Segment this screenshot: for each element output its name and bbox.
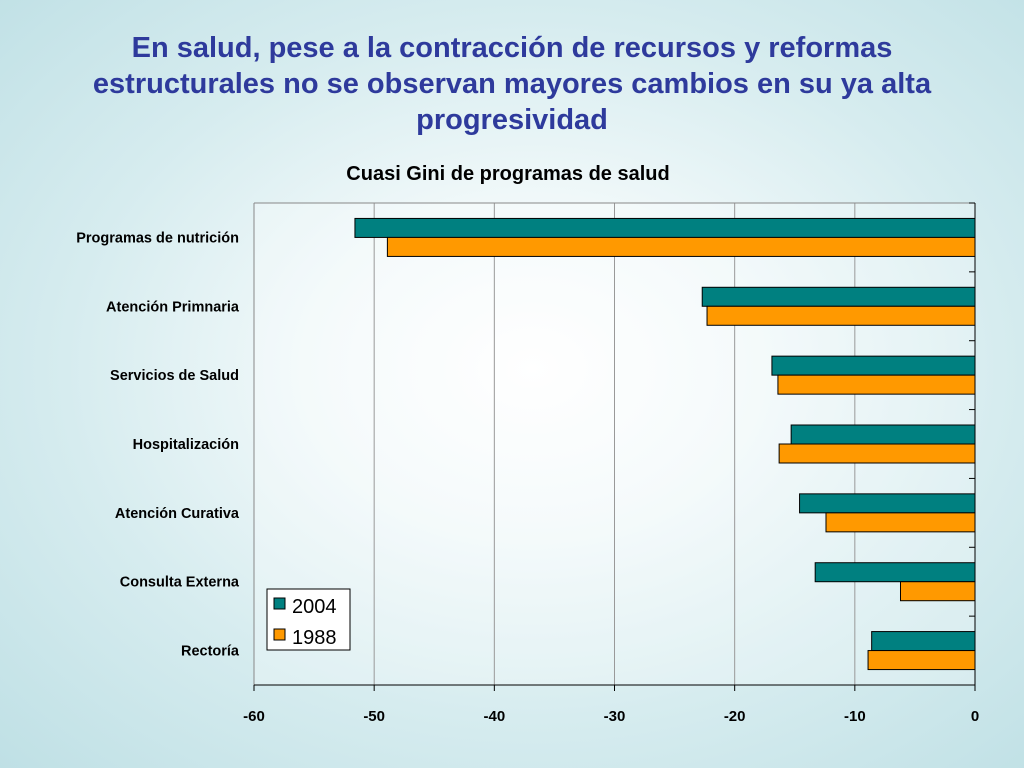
x-tick-label-10: -10 xyxy=(844,708,866,725)
bar-programas-de-nutricion-1988 xyxy=(386,236,976,257)
category-label-servicios-de-salud: Servicios de Salud xyxy=(110,368,239,384)
bar-atencion-primnaria-1988 xyxy=(706,305,976,326)
category-label-consulta-externa: Consulta Externa xyxy=(120,575,240,591)
x-tick-labels: -60 -50 -40 -30 -20 -10 0 xyxy=(243,708,979,725)
legend: 2004 1988 xyxy=(266,588,351,651)
category-label-hospitalizacion: Hospitalización xyxy=(133,437,239,453)
legend-swatch-2004 xyxy=(273,597,286,610)
category-label-atencion-primnaria: Atención Primnaria xyxy=(106,299,240,315)
category-label-programas-de-nutricion: Programas de nutrición xyxy=(76,230,239,246)
slide-title-line-2: estructurales no se observan mayores cam… xyxy=(92,68,932,100)
chart-title: Cuasi Gini de programas de salud xyxy=(346,163,669,185)
bar-rectoria-1988 xyxy=(867,650,976,671)
slide-title-line-1: En salud, pese a la contracción de recur… xyxy=(131,32,893,64)
x-tick-label-40: -40 xyxy=(483,708,505,725)
x-tick-label-60: -60 xyxy=(243,708,265,725)
bar-servicios-de-salud-1988 xyxy=(777,374,976,395)
slide-title-line-3: progresividad xyxy=(416,104,608,136)
bar-hospitalizacion-2004 xyxy=(790,424,976,445)
bar-rectoria-2004 xyxy=(871,631,976,652)
bar-consulta-externa-2004 xyxy=(814,562,976,583)
category-labels: Programas de nutrición Atención Primnaria… xyxy=(76,230,240,659)
x-tick-label-0: 0 xyxy=(971,708,979,725)
category-label-atencion-curativa: Atención Curativa xyxy=(115,506,240,522)
legend-label-1988: 1988 xyxy=(292,627,337,649)
bar-servicios-de-salud-2004 xyxy=(771,355,976,376)
x-tick-label-50: -50 xyxy=(363,708,385,725)
legend-swatch-1988 xyxy=(273,628,286,641)
bar-atencion-curativa-2004 xyxy=(799,493,976,514)
bar-atencion-curativa-1988 xyxy=(825,512,976,533)
x-tick-label-20: -20 xyxy=(724,708,746,725)
legend-label-2004: 2004 xyxy=(292,596,337,618)
x-tick-label-30: -30 xyxy=(604,708,626,725)
bar-consulta-externa-1988 xyxy=(899,581,976,602)
bar-atencion-primnaria-2004 xyxy=(701,286,976,307)
slide-title: En salud, pese a la contracción de recur… xyxy=(40,30,984,138)
bar-programas-de-nutricion-2004 xyxy=(354,217,976,238)
bars xyxy=(354,217,976,671)
bar-hospitalizacion-1988 xyxy=(778,443,976,464)
category-label-rectoria: Rectoría xyxy=(181,644,240,660)
